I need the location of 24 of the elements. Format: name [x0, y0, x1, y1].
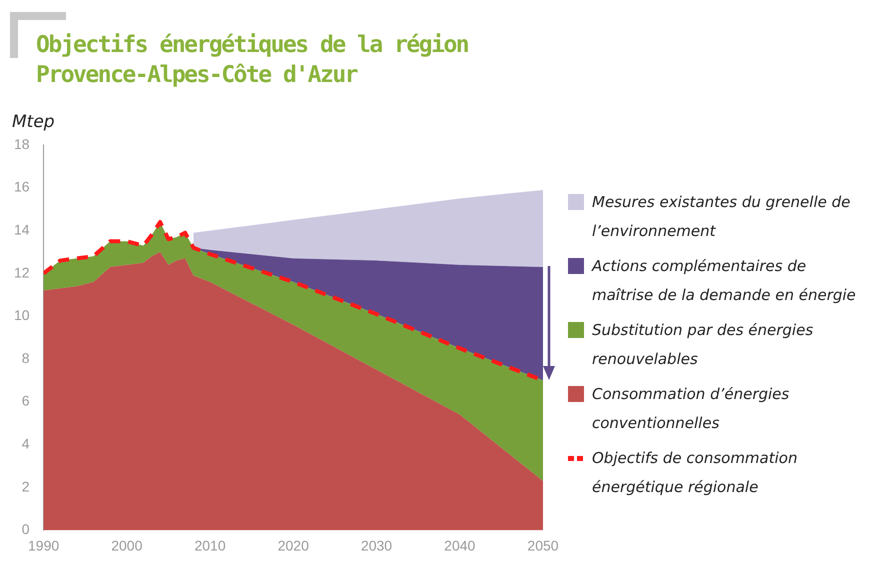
y-tick-label: 0 — [22, 521, 30, 538]
x-tick-label: 2040 — [444, 537, 476, 554]
legend-label: Actions complémentaires de maîtrise de la demande en énergie — [592, 256, 857, 306]
y-tick-label: 18 — [14, 136, 30, 152]
y-tick-label: 8 — [22, 350, 30, 366]
legend-label: Mesures existantes du grenelle de l’environnement — [592, 192, 852, 242]
x-tick-label: 2010 — [194, 537, 226, 554]
y-tick-label: 2 — [22, 478, 30, 494]
y-axis-title: Mtep — [12, 112, 55, 132]
legend-label: Objectifs de consommation énergétique régionale — [592, 448, 798, 498]
x-tick-label: 2020 — [278, 537, 310, 554]
y-tick-label: 6 — [22, 392, 30, 409]
y-tick-label: 4 — [22, 435, 30, 452]
x-tick-label: 2030 — [360, 537, 392, 554]
y-tick-label: 10 — [14, 307, 30, 324]
legend-label: Consommation d’énergies conventionnelles — [592, 384, 790, 434]
chart-title: Objectifs énergétiques de la région Provence-Alpes-Côte d'Azur — [36, 31, 470, 90]
legend-label: Substitution par des énergies renouvelables — [592, 320, 814, 370]
y-tick-label: 12 — [14, 264, 30, 280]
x-tick-label: 2000 — [111, 537, 143, 554]
y-tick-label: 16 — [14, 178, 30, 195]
x-tick-label: 1990 — [28, 537, 60, 554]
x-tick-label: 2050 — [527, 537, 559, 554]
y-tick-label: 14 — [14, 221, 30, 238]
